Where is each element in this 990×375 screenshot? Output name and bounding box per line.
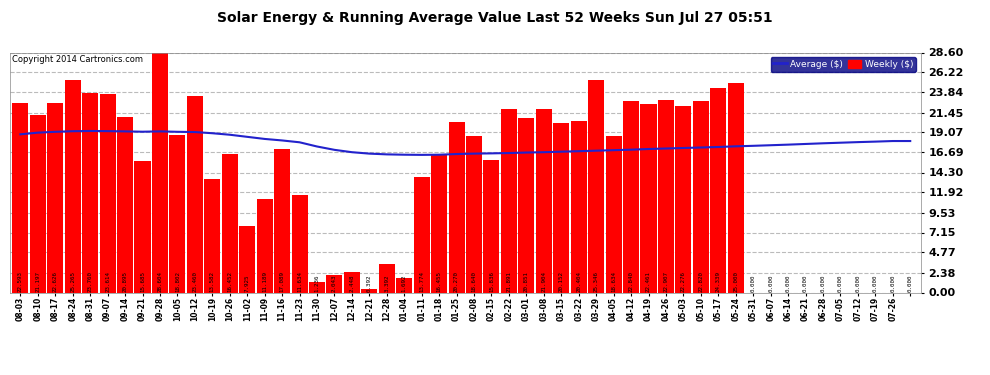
Text: 23.460: 23.460 [192, 271, 197, 292]
Text: 0.000: 0.000 [750, 274, 755, 292]
Bar [117, 117, 133, 292]
Text: 0.000: 0.000 [821, 274, 826, 292]
Text: 16.452: 16.452 [228, 271, 233, 292]
Bar [291, 195, 308, 292]
Bar [187, 96, 203, 292]
Text: 0.000: 0.000 [908, 274, 913, 292]
Text: 0.000: 0.000 [786, 274, 791, 292]
Bar [466, 136, 482, 292]
Bar [309, 282, 325, 292]
Text: 17.089: 17.089 [279, 271, 284, 292]
Text: 3.392: 3.392 [384, 274, 389, 292]
Bar [327, 275, 343, 292]
Text: 2.448: 2.448 [349, 274, 354, 292]
Text: 16.455: 16.455 [437, 271, 442, 292]
Text: Solar Energy & Running Average Value Last 52 Weeks Sun Jul 27 05:51: Solar Energy & Running Average Value Las… [217, 11, 773, 25]
Bar [204, 178, 221, 292]
Bar [483, 160, 500, 292]
Bar [588, 80, 604, 292]
Bar [12, 103, 29, 292]
Text: 0.000: 0.000 [890, 274, 895, 292]
Text: 7.925: 7.925 [245, 274, 249, 292]
Text: 1.692: 1.692 [402, 274, 407, 292]
Text: 1.236: 1.236 [315, 274, 320, 292]
Text: 11.189: 11.189 [262, 271, 267, 292]
Bar [414, 177, 430, 292]
Bar [658, 100, 674, 292]
Text: 2.043: 2.043 [332, 274, 337, 292]
Bar [606, 136, 622, 292]
Text: 20.152: 20.152 [558, 271, 563, 292]
Text: 22.626: 22.626 [52, 271, 57, 292]
Text: 18.802: 18.802 [175, 271, 180, 292]
Bar [256, 199, 272, 292]
Text: 0.000: 0.000 [873, 274, 878, 292]
Text: 22.461: 22.461 [646, 271, 651, 292]
Text: 28.604: 28.604 [157, 271, 162, 292]
Bar [379, 264, 395, 292]
Text: 23.760: 23.760 [88, 271, 93, 292]
Text: 20.404: 20.404 [576, 271, 581, 292]
Bar [64, 81, 81, 292]
Bar [82, 93, 98, 292]
Text: 15.685: 15.685 [140, 271, 145, 292]
Text: 22.907: 22.907 [663, 271, 668, 292]
Bar [710, 88, 727, 292]
Bar [570, 121, 587, 292]
Text: 21.904: 21.904 [542, 271, 546, 292]
Legend: Average ($), Weekly ($): Average ($), Weekly ($) [770, 57, 916, 72]
Bar [553, 123, 569, 292]
Text: 0.392: 0.392 [367, 274, 372, 292]
Text: 20.851: 20.851 [524, 271, 529, 292]
Text: 22.276: 22.276 [681, 271, 686, 292]
Bar [48, 103, 63, 292]
Text: 15.836: 15.836 [489, 271, 494, 292]
Bar [344, 272, 360, 292]
Bar [536, 109, 551, 292]
Bar [623, 101, 640, 292]
Bar [274, 149, 290, 292]
Bar [641, 104, 656, 292]
Bar [30, 115, 46, 292]
Bar [396, 278, 412, 292]
Bar [151, 53, 168, 292]
Text: Copyright 2014 Cartronics.com: Copyright 2014 Cartronics.com [12, 55, 143, 64]
Bar [501, 109, 517, 292]
Text: 21.891: 21.891 [507, 271, 512, 292]
Text: 11.634: 11.634 [297, 271, 302, 292]
Bar [361, 289, 377, 292]
Text: 0.000: 0.000 [768, 274, 773, 292]
Text: 22.593: 22.593 [18, 271, 23, 292]
Text: 22.820: 22.820 [698, 271, 703, 292]
Bar [240, 226, 255, 292]
Bar [431, 154, 447, 292]
Bar [448, 122, 464, 292]
Text: 18.634: 18.634 [611, 271, 616, 292]
Text: 25.000: 25.000 [734, 271, 739, 292]
Bar [693, 101, 709, 292]
Text: 25.346: 25.346 [594, 271, 599, 292]
Text: 18.640: 18.640 [471, 271, 476, 292]
Text: 0.000: 0.000 [838, 274, 842, 292]
Text: 21.197: 21.197 [36, 271, 41, 292]
Bar [135, 161, 150, 292]
Text: 20.895: 20.895 [123, 271, 128, 292]
Text: 13.774: 13.774 [419, 271, 424, 292]
Bar [169, 135, 185, 292]
Bar [728, 83, 743, 292]
Bar [100, 94, 116, 292]
Text: 23.614: 23.614 [105, 271, 110, 292]
Bar [675, 106, 691, 292]
Text: 0.000: 0.000 [803, 274, 808, 292]
Text: 20.270: 20.270 [454, 271, 459, 292]
Bar [222, 154, 238, 292]
Text: 0.000: 0.000 [855, 274, 860, 292]
Bar [519, 117, 535, 292]
Text: 25.265: 25.265 [70, 271, 75, 292]
Text: 22.840: 22.840 [629, 271, 634, 292]
Text: 24.339: 24.339 [716, 271, 721, 292]
Text: 13.582: 13.582 [210, 271, 215, 292]
